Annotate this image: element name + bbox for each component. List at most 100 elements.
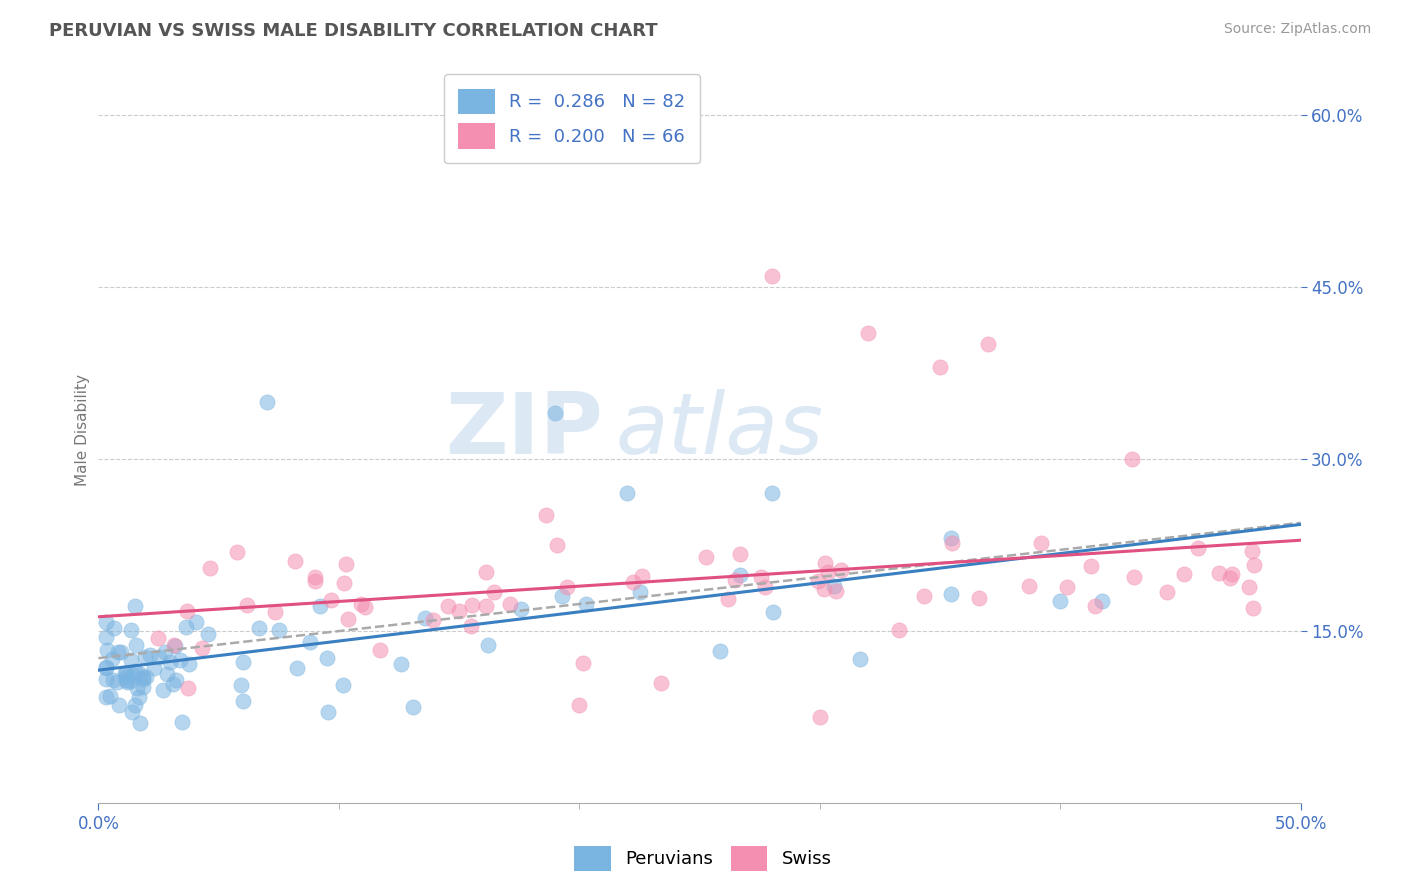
Point bbox=[110, 645, 132, 659]
Point bbox=[101, 673, 124, 687]
Point bbox=[939, 531, 962, 545]
Point bbox=[761, 486, 783, 500]
Point bbox=[316, 651, 339, 665]
Point bbox=[105, 674, 128, 689]
Point bbox=[807, 574, 830, 588]
Point bbox=[754, 580, 776, 594]
Point bbox=[534, 508, 557, 522]
Point bbox=[232, 655, 254, 669]
Point bbox=[509, 602, 531, 616]
Point bbox=[354, 599, 377, 614]
Point bbox=[165, 673, 187, 687]
Point bbox=[120, 653, 142, 667]
Point bbox=[179, 657, 201, 671]
Point bbox=[830, 563, 852, 577]
Point bbox=[94, 661, 117, 675]
Point bbox=[124, 698, 146, 712]
Point bbox=[1220, 566, 1243, 581]
Point bbox=[460, 619, 482, 633]
Point bbox=[1080, 559, 1102, 574]
Point bbox=[148, 650, 170, 665]
Point bbox=[631, 569, 654, 583]
Point bbox=[142, 661, 165, 675]
Point bbox=[264, 605, 287, 619]
Point bbox=[156, 666, 179, 681]
Text: ZIP: ZIP bbox=[446, 389, 603, 472]
Point bbox=[308, 599, 330, 613]
Point bbox=[460, 598, 482, 612]
Point bbox=[114, 666, 136, 681]
Text: atlas: atlas bbox=[616, 389, 824, 472]
Point bbox=[724, 573, 747, 587]
Point bbox=[368, 643, 391, 657]
Point bbox=[1056, 580, 1078, 594]
Point bbox=[484, 585, 506, 599]
Point bbox=[728, 547, 751, 561]
Point bbox=[94, 659, 117, 673]
Point bbox=[1241, 600, 1264, 615]
Point bbox=[849, 651, 872, 665]
Point bbox=[1049, 594, 1071, 608]
Y-axis label: Male Disability: Male Disability bbox=[75, 375, 90, 486]
Text: Source: ZipAtlas.com: Source: ZipAtlas.com bbox=[1223, 22, 1371, 37]
Point bbox=[977, 337, 1000, 351]
Point bbox=[808, 710, 831, 724]
Point bbox=[749, 570, 772, 584]
Point bbox=[621, 575, 644, 590]
Point bbox=[117, 675, 139, 690]
Legend: R =  0.286   N = 82, R =  0.200   N = 66: R = 0.286 N = 82, R = 0.200 N = 66 bbox=[444, 74, 700, 163]
Point bbox=[120, 623, 142, 637]
Point bbox=[100, 689, 122, 703]
Point bbox=[817, 565, 839, 579]
Point bbox=[1243, 558, 1265, 573]
Point bbox=[350, 597, 373, 611]
Point bbox=[332, 678, 354, 692]
Point bbox=[1218, 571, 1240, 585]
Point bbox=[939, 587, 962, 601]
Point bbox=[124, 665, 146, 679]
Point bbox=[1208, 566, 1230, 580]
Point bbox=[129, 666, 152, 681]
Point bbox=[232, 694, 254, 708]
Point bbox=[304, 570, 326, 584]
Point bbox=[887, 623, 910, 637]
Point bbox=[176, 620, 198, 634]
Point bbox=[1173, 567, 1195, 582]
Point bbox=[814, 556, 837, 570]
Point bbox=[447, 604, 470, 618]
Point bbox=[108, 698, 131, 713]
Point bbox=[128, 690, 150, 705]
Point bbox=[336, 612, 359, 626]
Point bbox=[132, 669, 155, 683]
Point bbox=[389, 657, 412, 671]
Point bbox=[132, 681, 155, 695]
Point bbox=[176, 604, 198, 618]
Point bbox=[148, 632, 170, 646]
Point bbox=[132, 673, 155, 687]
Point bbox=[138, 648, 160, 663]
Point bbox=[197, 627, 219, 641]
Point bbox=[94, 690, 117, 704]
Point bbox=[1029, 536, 1052, 550]
Point bbox=[321, 592, 343, 607]
Point bbox=[762, 605, 785, 619]
Point bbox=[120, 673, 142, 688]
Point bbox=[101, 652, 124, 666]
Point bbox=[94, 672, 117, 686]
Point bbox=[198, 561, 221, 575]
Point bbox=[568, 698, 591, 713]
Text: PERUVIAN VS SWISS MALE DISABILITY CORRELATION CHART: PERUVIAN VS SWISS MALE DISABILITY CORREL… bbox=[49, 22, 658, 40]
Point bbox=[436, 599, 458, 614]
Point bbox=[247, 621, 270, 635]
Point bbox=[813, 582, 835, 597]
Point bbox=[135, 670, 157, 684]
Point bbox=[333, 576, 356, 591]
Point bbox=[153, 645, 176, 659]
Point bbox=[114, 673, 136, 687]
Point bbox=[121, 706, 143, 720]
Point bbox=[96, 643, 118, 657]
Point bbox=[115, 670, 138, 684]
Point bbox=[546, 538, 568, 552]
Legend: Peruvians, Swiss: Peruvians, Swiss bbox=[567, 838, 839, 879]
Point bbox=[125, 639, 148, 653]
